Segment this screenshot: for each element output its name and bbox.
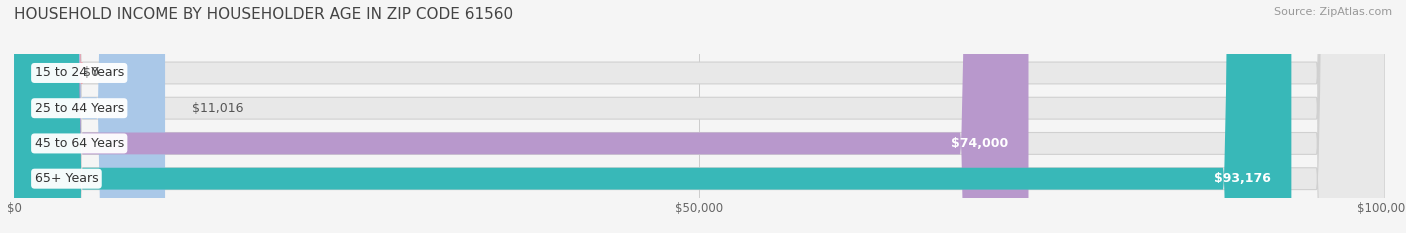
FancyBboxPatch shape (14, 0, 1385, 233)
FancyBboxPatch shape (0, 0, 83, 233)
Text: 15 to 24 Years: 15 to 24 Years (35, 66, 124, 79)
Text: $11,016: $11,016 (193, 102, 245, 115)
FancyBboxPatch shape (14, 0, 1385, 233)
Text: $0: $0 (83, 66, 98, 79)
Text: 25 to 44 Years: 25 to 44 Years (35, 102, 124, 115)
Text: HOUSEHOLD INCOME BY HOUSEHOLDER AGE IN ZIP CODE 61560: HOUSEHOLD INCOME BY HOUSEHOLDER AGE IN Z… (14, 7, 513, 22)
Text: Source: ZipAtlas.com: Source: ZipAtlas.com (1274, 7, 1392, 17)
Text: 65+ Years: 65+ Years (35, 172, 98, 185)
Text: 45 to 64 Years: 45 to 64 Years (35, 137, 124, 150)
FancyBboxPatch shape (14, 0, 1029, 233)
FancyBboxPatch shape (14, 0, 1385, 233)
FancyBboxPatch shape (14, 0, 1291, 233)
Text: $93,176: $93,176 (1213, 172, 1271, 185)
Text: $74,000: $74,000 (950, 137, 1008, 150)
FancyBboxPatch shape (14, 0, 165, 233)
FancyBboxPatch shape (14, 0, 1385, 233)
